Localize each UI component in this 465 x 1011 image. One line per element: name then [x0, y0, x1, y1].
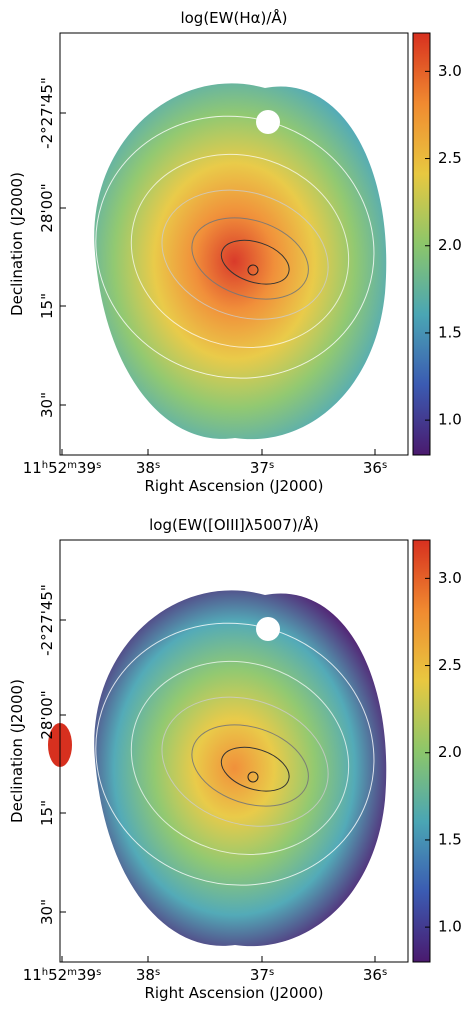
x-tick-label: 36s: [363, 459, 387, 477]
colorbar-tick-label: 2.5: [438, 656, 462, 674]
x-axis-label: Right Ascension (J2000): [144, 477, 323, 495]
y-tick-label: -2°27'45": [38, 77, 56, 149]
colorbar-tick-label: 2.0: [438, 236, 462, 254]
y-axis-label: Declination (J2000): [8, 679, 26, 823]
colorbar-tick-label: 1.0: [438, 411, 462, 429]
contour: [191, 724, 309, 807]
colorbar: [412, 539, 431, 963]
contour: [247, 771, 259, 783]
colorbar-tick-label: 1.5: [438, 323, 462, 341]
y-tick-label: 28'00": [38, 690, 56, 739]
y-axis-label: Declination (J2000): [8, 172, 26, 316]
map-region: [94, 83, 387, 440]
colorbar-tick-label: 1.0: [438, 918, 462, 936]
masked-star: [256, 617, 280, 641]
contour: [130, 153, 350, 348]
x-tick-label: 37s: [250, 966, 274, 984]
y-tick-label: 28'00": [38, 183, 56, 232]
title: log(EW(Hα)/Å): [180, 8, 287, 27]
colorbar-tick-label: 3.0: [438, 62, 462, 80]
contour: [220, 239, 290, 285]
x-tick-label: 38s: [136, 459, 160, 477]
contour: [247, 264, 259, 276]
contour: [191, 217, 309, 300]
colorbar: [412, 32, 431, 456]
y-tick-label: 30": [38, 899, 56, 925]
title: log(EW([OIII]λ5007)/Å): [149, 515, 319, 534]
x-tick-label: 38s: [136, 966, 160, 984]
colorbar-tick-label: 2.5: [438, 149, 462, 167]
map-region: [94, 590, 387, 947]
x-axis-label: Right Ascension (J2000): [144, 984, 323, 1002]
plot-frame: [59, 32, 409, 456]
contour: [161, 696, 329, 827]
x-tick-label: 11h52m39s: [23, 966, 102, 984]
contour: [161, 189, 329, 320]
contour: [130, 660, 350, 855]
masked-star: [256, 110, 280, 134]
plot-frame: [59, 539, 409, 963]
y-tick-label: -2°27'45": [38, 584, 56, 656]
x-tick-label: 11h52m39s: [23, 459, 102, 477]
x-tick-label: 36s: [363, 966, 387, 984]
colorbar-tick-label: 1.5: [438, 830, 462, 848]
contour: [220, 746, 290, 792]
colorbar-tick-label: 2.0: [438, 743, 462, 761]
y-tick-label: 30": [38, 392, 56, 418]
y-tick-label: 15": [38, 800, 56, 826]
x-tick-label: 37s: [250, 459, 274, 477]
y-tick-label: 15": [38, 293, 56, 319]
colorbar-tick-label: 3.0: [438, 569, 462, 587]
